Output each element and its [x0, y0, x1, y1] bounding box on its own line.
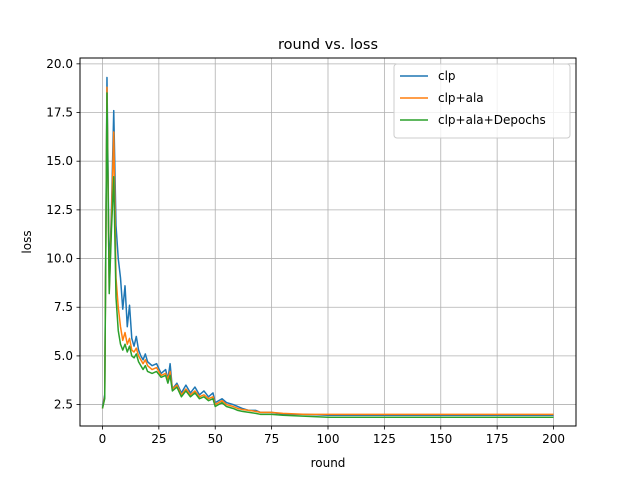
x-tick-label: 125: [373, 432, 396, 446]
y-tick-label: 15.0: [46, 154, 73, 168]
y-tick-label: 7.5: [54, 300, 73, 314]
legend-label-0: clp: [438, 69, 456, 83]
series-lines: [101, 76, 554, 418]
y-tick-label: 12.5: [46, 203, 73, 217]
x-axis-label: round: [311, 456, 346, 470]
legend: clp clp+ala clp+ala+Depochs: [393, 63, 571, 139]
y-tick-label: 17.5: [46, 106, 73, 120]
axis-ticks: 0 25 50 75 100 125 150 175 200 2.5 5.0 7.5 10.0 12.5 1…: [46, 57, 565, 446]
x-tick-label: 200: [542, 432, 565, 446]
y-tick-label: 20.0: [46, 57, 73, 71]
x-tick-label: 150: [429, 432, 452, 446]
legend-box: [393, 63, 571, 139]
series-line-1: [101, 86, 554, 416]
legend-label-2: clp+ala+Depochs: [438, 113, 546, 127]
series-line-2: [101, 92, 554, 418]
y-tick-label: 5.0: [54, 349, 73, 363]
series-line-0: [101, 76, 554, 417]
x-tick-label: 0: [99, 432, 107, 446]
x-tick-label: 75: [264, 432, 279, 446]
y-tick-label: 2.5: [54, 398, 73, 412]
x-tick-label: 175: [486, 432, 509, 446]
y-axis-label: loss: [20, 230, 34, 253]
y-tick-label: 10.0: [46, 252, 73, 266]
x-tick-label: 25: [151, 432, 166, 446]
chart-title: round vs. loss: [278, 37, 378, 53]
legend-label-1: clp+ala: [438, 91, 484, 105]
x-tick-label: 100: [317, 432, 340, 446]
x-tick-label: 50: [208, 432, 223, 446]
